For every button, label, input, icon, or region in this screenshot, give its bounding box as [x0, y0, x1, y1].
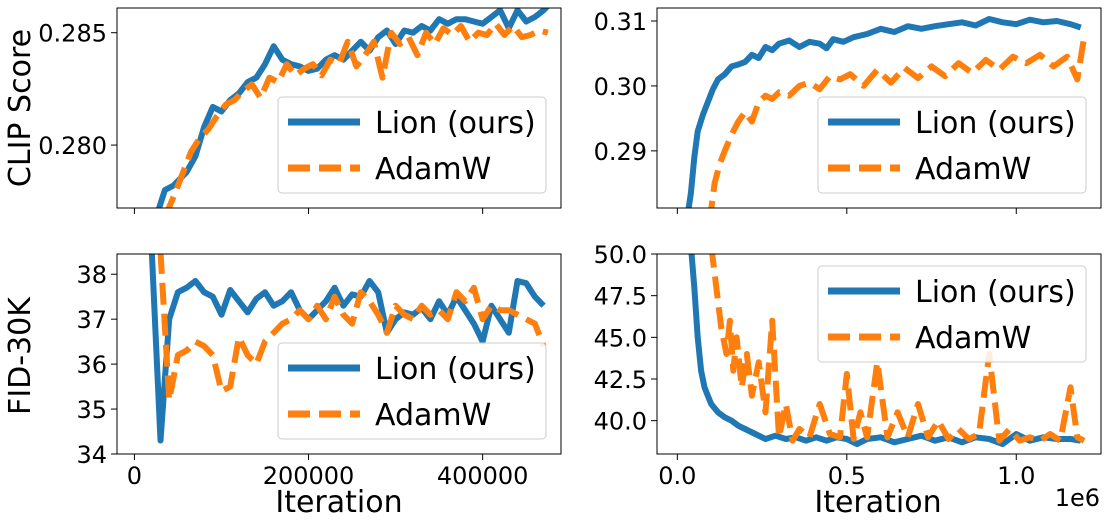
- legend-label-lion: Lion (ours): [375, 352, 536, 387]
- legend-label-adamw: AdamW: [915, 321, 1031, 356]
- panel-fid-left: 34 35 36 37 38 0 200000 400000 Lion (ours) AdamW: [76, 253, 562, 490]
- x-offset-text: 1e6: [1055, 484, 1100, 512]
- y-tick-label: 34: [76, 441, 107, 469]
- legend: Lion (ours) AdamW: [817, 96, 1087, 194]
- series-line-adamw: [165, 20, 549, 208]
- xlabel-left: Iteration: [275, 485, 402, 520]
- series-line-lion: [148, 254, 546, 444]
- series-line-lion: [688, 254, 1082, 447]
- x-tick-label: 0.5: [828, 462, 866, 490]
- series-line-adamw: [708, 36, 1088, 208]
- axes-frame: [116, 7, 562, 209]
- y-tick-label: 40.0: [594, 408, 647, 436]
- legend: Lion (ours) AdamW: [277, 96, 547, 194]
- y-tick-label: 42.5: [594, 366, 647, 394]
- row-label-clip: CLIP Score: [3, 29, 38, 187]
- x-tick-label: 1.0: [997, 462, 1035, 490]
- legend-label-adamw: AdamW: [375, 152, 491, 187]
- x-tick-label: 400000: [437, 462, 529, 490]
- y-tick-label: 35: [76, 396, 107, 424]
- x-tick-label: 200000: [263, 462, 355, 490]
- legend-label-lion: Lion (ours): [375, 106, 536, 141]
- y-tick-label: 0.280: [38, 132, 107, 160]
- y-tick-label: 45.0: [594, 324, 647, 352]
- series-line-adamw: [157, 254, 547, 404]
- axes-frame: [656, 7, 1102, 209]
- legend-label-lion: Lion (ours): [915, 275, 1076, 310]
- x-tick-label: 0: [127, 462, 142, 490]
- y-tick-label: 36: [76, 351, 107, 379]
- axes-frame: [656, 253, 1102, 455]
- axes-frame: [116, 253, 562, 455]
- row-label-fid: FID-30K: [3, 296, 38, 415]
- y-tick-label: 0.31: [594, 8, 647, 36]
- legend: Lion (ours) AdamW: [817, 265, 1087, 363]
- y-tick-label: 0.30: [594, 73, 647, 101]
- panel-fid-right: 40.0 42.5 45.0 47.5 50.0 0.0 0.5 1.0 Lion (ours)…: [594, 241, 1102, 490]
- xlabel-right: Iteration: [814, 485, 941, 520]
- series-line-lion: [685, 16, 1082, 208]
- legend: Lion (ours) AdamW: [277, 342, 547, 440]
- legend-label-adamw: AdamW: [375, 398, 491, 433]
- y-tick-label: 37: [76, 306, 107, 334]
- panel-clip-right: 0.29 0.30 0.31 Lion (ours) AdamW: [594, 7, 1102, 214]
- y-tick-label: 38: [76, 261, 107, 289]
- legend-label-lion: Lion (ours): [915, 106, 1076, 141]
- panel-clip-left: 0.280 0.285 Lion (ours) AdamW: [38, 7, 562, 214]
- y-tick-label: 0.285: [38, 20, 107, 48]
- series-line-adamw: [709, 254, 1086, 444]
- y-tick-label: 47.5: [594, 283, 647, 311]
- legend-label-adamw: AdamW: [915, 152, 1031, 187]
- y-tick-label: 50.0: [594, 241, 647, 269]
- y-tick-label: 0.29: [594, 138, 647, 166]
- x-tick-label: 0.0: [658, 462, 696, 490]
